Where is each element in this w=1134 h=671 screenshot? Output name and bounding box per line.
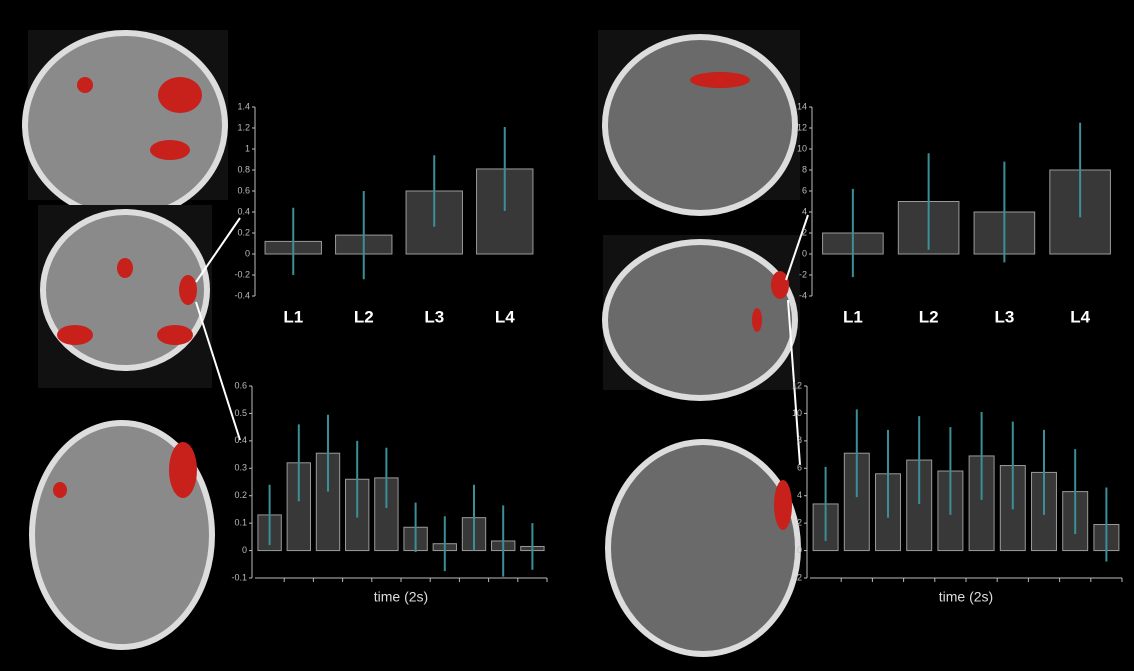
activation <box>117 258 133 278</box>
y-tick-label: 0.1 <box>234 518 247 528</box>
x-axis-label: time (2s) <box>939 589 993 605</box>
x-tick-label: L3 <box>424 307 444 326</box>
x-tick-label: L3 <box>994 307 1014 326</box>
coronal-brain <box>602 239 798 401</box>
sagittal-brain <box>602 34 798 216</box>
arrows <box>195 214 809 466</box>
y-tick-label: 0.4 <box>234 435 247 445</box>
y-tick-label: 12 <box>797 122 807 132</box>
x-tick-label: L4 <box>495 307 515 326</box>
activation <box>157 325 193 345</box>
y-tick-label: 0.6 <box>237 185 250 195</box>
y-tick-label: 0 <box>802 248 807 258</box>
activation <box>150 140 190 160</box>
y-tick-label: 4 <box>802 206 807 216</box>
y-tick-label: 6 <box>802 185 807 195</box>
arrow <box>785 214 809 281</box>
activation <box>77 77 93 93</box>
arrow <box>195 217 241 283</box>
axial-brain <box>29 420 215 650</box>
y-tick-label: 10 <box>792 408 802 418</box>
y-tick-label: 8 <box>797 435 802 445</box>
y-tick-label: 8 <box>802 164 807 174</box>
y-tick-label: 2 <box>802 227 807 237</box>
x-tick-label: L1 <box>283 307 303 326</box>
y-tick-label: 0.2 <box>234 490 247 500</box>
activation <box>752 308 762 332</box>
y-tick-label: 2 <box>797 518 802 528</box>
y-tick-label: 10 <box>797 143 807 153</box>
x-tick-label: L2 <box>354 307 374 326</box>
y-tick-label: 0.6 <box>234 380 247 390</box>
y-tick-label: 0.2 <box>237 227 250 237</box>
activation <box>771 271 789 299</box>
y-tick-label: -2 <box>794 572 802 582</box>
y-tick-label: 12 <box>792 380 802 390</box>
y-tick-label: -2 <box>799 269 807 279</box>
y-tick-label: -0.2 <box>234 269 250 279</box>
y-tick-label: -0.1 <box>231 572 247 582</box>
y-tick-label: 0.5 <box>234 408 247 418</box>
y-tick-label: 1.2 <box>237 122 250 132</box>
y-tick-label: -0.4 <box>234 290 250 300</box>
y-tick-label: 0.8 <box>237 164 250 174</box>
y-tick-label: -4 <box>799 290 807 300</box>
x-tick-label: L4 <box>1070 307 1090 326</box>
y-tick-label: 0.3 <box>234 463 247 473</box>
y-tick-label: 0 <box>797 545 802 555</box>
sagittal-brain <box>22 30 228 220</box>
activation <box>57 325 93 345</box>
y-tick-label: 0 <box>242 545 247 555</box>
arrow <box>195 301 241 441</box>
axial-brain <box>605 439 801 657</box>
activation <box>158 77 202 113</box>
y-tick-label: 0.4 <box>237 206 250 216</box>
y-tick-label: 0 <box>245 248 250 258</box>
x-axis-label: time (2s) <box>374 589 428 605</box>
x-tick-label: L1 <box>843 307 863 326</box>
y-tick-label: 1.4 <box>237 101 250 111</box>
y-tick-label: 6 <box>797 463 802 473</box>
activation <box>690 72 750 88</box>
brain-images <box>22 30 801 657</box>
x-tick-label: L2 <box>919 307 939 326</box>
y-tick-label: 14 <box>797 101 807 111</box>
y-tick-label: 4 <box>797 490 802 500</box>
activation <box>53 482 67 498</box>
activation <box>169 442 197 498</box>
arrow <box>787 299 801 466</box>
y-tick-label: 1 <box>245 143 250 153</box>
activation <box>179 275 197 305</box>
activation <box>774 480 792 530</box>
